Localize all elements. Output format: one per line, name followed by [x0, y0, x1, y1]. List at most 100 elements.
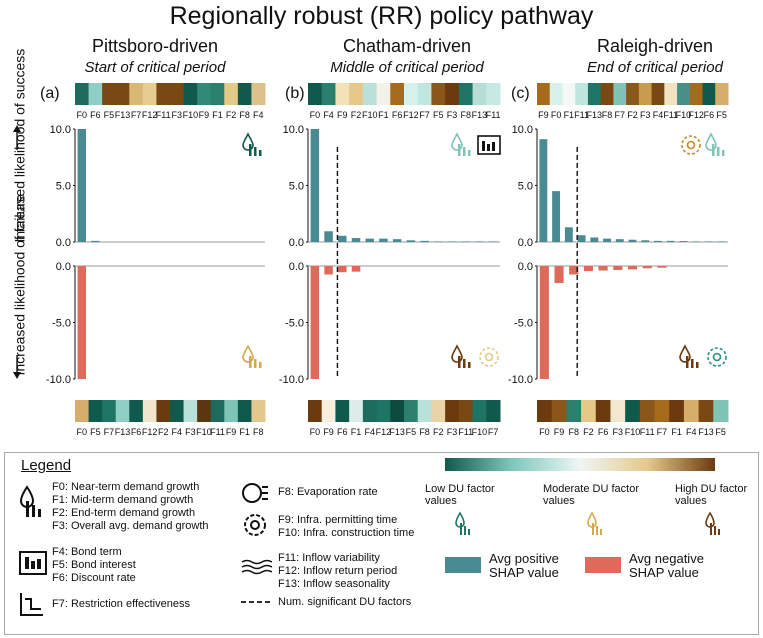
bottom-strip-cell-F6: [129, 400, 144, 422]
bottom-strip-cell-F0: [537, 400, 553, 422]
bottom-strip-cell-F4: [362, 400, 378, 422]
bottom-y-tick-label: -5.0: [52, 318, 71, 330]
bottom-strip-cell-F13: [390, 400, 405, 422]
bottom-strip-cell-F7: [102, 400, 117, 422]
bottom-tick-label: F9: [323, 427, 334, 437]
colorbar-moderate-label: Moderate DU factor values: [543, 483, 639, 507]
top-strip-cell-F6: [390, 83, 405, 105]
bottom-strip-cell-F1: [669, 400, 685, 422]
bar-shape: [259, 150, 262, 156]
legend-f8: F8: Evaporation rate: [278, 486, 378, 498]
bottom-strip-cell-F5: [88, 400, 103, 422]
top-strip-cell-F12: [689, 83, 704, 105]
top-strip-cell-F11: [156, 83, 171, 105]
top-tick-label: F11: [486, 110, 501, 120]
top-tick-label: F5: [433, 110, 444, 120]
negative-bar-F1: [351, 266, 361, 272]
top-strip-cell-F12: [142, 83, 157, 105]
bottom-strip-cell-F3: [445, 400, 460, 422]
positive-bar-F9: [539, 139, 548, 242]
legend-f13: F13: Inflow seasonality: [278, 578, 390, 590]
bottom-tick-label: F3: [447, 427, 458, 437]
top-tick-label: F7: [615, 110, 626, 120]
bottom-tick-label: F2: [433, 427, 444, 437]
bottom-strip-cell-F0: [308, 400, 323, 422]
top-strip-cell-F3: [638, 83, 653, 105]
positive-bar-F0: [310, 129, 320, 242]
positive-bar-F6: [91, 240, 100, 242]
colorbar: [445, 458, 715, 471]
infrastructure-icon: [681, 135, 701, 155]
bottom-tick-label: F3: [185, 427, 196, 437]
bottom-tick-label: F0: [77, 427, 88, 437]
top-strip-cell-F1: [562, 83, 576, 105]
bottom-strip-cell-F0: [75, 400, 90, 422]
bottom-tick-label: F6: [131, 427, 142, 437]
top-tick-label: F11: [663, 110, 678, 120]
bottom-strip-cell-F10: [625, 400, 641, 422]
positive-bar-F5: [717, 241, 726, 242]
bottom-tick-label: F8: [253, 427, 264, 437]
top-strip-cell-F2: [626, 83, 640, 105]
bottom-y-tick-label: -10.0: [508, 374, 533, 386]
bottom-strip-cell-F6: [335, 400, 350, 422]
positive-bar-F10: [365, 238, 374, 242]
financial-icon: [19, 551, 47, 575]
bottom-strip-cell-F5: [404, 400, 419, 422]
bar-shape: [712, 144, 715, 156]
high-demand-icon: [705, 511, 720, 535]
positive-bar-F13: [475, 241, 484, 242]
droplet-shape: [451, 344, 463, 363]
bar-shape: [722, 150, 725, 156]
top-tick-label: F1: [212, 110, 223, 120]
top-tick-label: F1: [378, 110, 389, 120]
top-y-tick-label: 10.0: [50, 124, 71, 136]
bottom-strip-cell-F12: [376, 400, 391, 422]
positive-bar-F6: [704, 241, 713, 242]
financial-icon: [477, 135, 501, 155]
bottom-strip-cell-F10: [197, 400, 212, 422]
top-strip-cell-F3: [445, 83, 460, 105]
top-strip-cell-F12: [404, 83, 419, 105]
top-strip-cell-F0: [75, 83, 90, 105]
negative-bar-F6: [338, 266, 347, 273]
top-strip-cell-F0: [549, 83, 563, 105]
bottom-tick-label: F12: [142, 427, 158, 437]
top-tick-label: F13: [115, 110, 131, 120]
bar-shape: [249, 144, 252, 156]
bar-shape: [492, 142, 495, 151]
top-strip-cell-F3: [170, 83, 185, 105]
infrastructure-icon: [244, 514, 266, 536]
bottom-strip-cell-F9: [551, 400, 567, 422]
top-strip-cell-F2: [224, 83, 239, 105]
bottom-tick-label: F13: [389, 427, 405, 437]
bottom-strip-cell-F7: [486, 400, 501, 422]
top-y-tick-label: 5.0: [289, 181, 304, 193]
bottom-tick-label: F1: [239, 427, 250, 437]
bottom-tick-label: F7: [657, 427, 668, 437]
bottom-tick-label: F6: [337, 427, 348, 437]
legend-num-significant: Num. significant DU factors: [278, 596, 412, 608]
top-strip-cell-F1: [210, 83, 225, 105]
bottom-y-tick-label: 0.0: [518, 261, 533, 273]
bottom-tick-label: F7: [488, 427, 499, 437]
top-tick-label: F2: [226, 110, 237, 120]
top-strip-cell-F9: [537, 83, 551, 105]
bottom-strip-cell-F2: [581, 400, 597, 422]
legend-f1: F1: Mid-term demand growth: [52, 494, 194, 506]
positive-bar-F12: [692, 241, 701, 242]
bottom-strip-cell-F8: [251, 400, 266, 422]
top-y-tick-label: 5.0: [518, 181, 533, 193]
gear-hub-shape: [484, 352, 494, 362]
top-tick-label: F6: [392, 110, 403, 120]
positive-bar-F1: [379, 238, 388, 242]
negative-bar-F7: [657, 266, 667, 268]
top-strip-cell-F11: [664, 83, 678, 105]
top-strip-cell-F13: [472, 83, 487, 105]
top-tick-label: F8: [460, 110, 471, 120]
negative-bar-F3: [613, 266, 623, 270]
bottom-tick-label: F1: [351, 427, 362, 437]
top-tick-label: F7: [131, 110, 142, 120]
bottom-tick-label: F4: [686, 427, 697, 437]
panel-b-title: Chatham-driven: [342, 36, 472, 56]
